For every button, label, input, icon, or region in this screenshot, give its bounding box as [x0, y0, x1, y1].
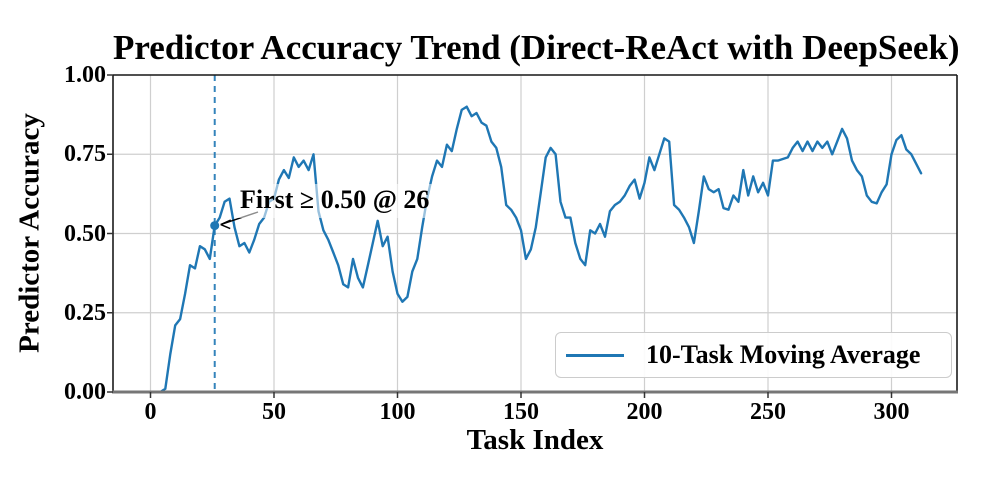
y-tick-label: 0.00	[64, 379, 106, 405]
y-tick-label: 0.25	[64, 299, 106, 326]
first-threshold-point	[210, 221, 220, 231]
legend-label: 10-Task Moving Average	[646, 340, 921, 369]
y-axis-label-text: Predictor Accuracy	[13, 113, 46, 353]
x-tick-label: 0	[144, 399, 157, 425]
y-tick-label: 0.50	[64, 220, 106, 247]
x-tick-label: 250	[750, 399, 786, 425]
x-axis-label: Task Index	[466, 424, 604, 456]
legend: 10-Task Moving Average	[555, 332, 952, 378]
annotation-arrow-head	[220, 223, 231, 230]
y-tick-label: 1.00	[64, 62, 106, 88]
x-tick-label: 50	[262, 399, 286, 425]
annotation-arrow-head	[220, 219, 232, 226]
x-tick-label: 100	[379, 399, 416, 425]
x-tick-label: 150	[503, 399, 539, 425]
y-tick-label: 0.75	[64, 141, 106, 168]
moving-average-line	[154, 105, 923, 394]
chart-title: Predictor Accuracy Trend (Direct-ReAct w…	[113, 28, 960, 67]
x-tick-label: 300	[873, 399, 910, 425]
annotation-callout: First ≥ 0.50 @ 26	[234, 184, 436, 218]
legend-line-sample	[566, 353, 624, 357]
x-tick-label: 200	[626, 399, 663, 425]
